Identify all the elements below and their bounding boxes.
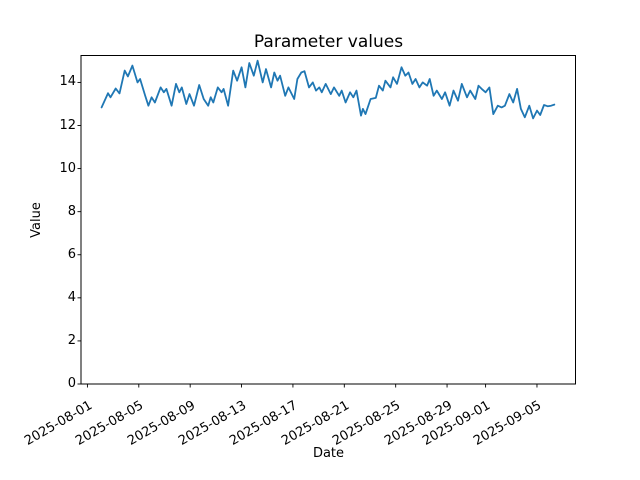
series-line — [100, 59, 556, 120]
chart-title: Parameter values — [253, 32, 404, 52]
y-tick-label: 4 — [67, 289, 76, 305]
y-tick-label: 14 — [59, 74, 76, 90]
y-tick-label: 8 — [67, 203, 76, 219]
y-tick-label: 10 — [59, 160, 76, 176]
y-tick-label: 2 — [67, 332, 76, 348]
y-tick-label: 12 — [59, 117, 76, 133]
x-axis-title: Date — [312, 446, 345, 461]
y-tick-label: 0 — [67, 376, 76, 391]
plot-frame — [80, 55, 576, 385]
y-tick-label: 6 — [67, 246, 76, 262]
tick-marks — [77, 81, 538, 388]
